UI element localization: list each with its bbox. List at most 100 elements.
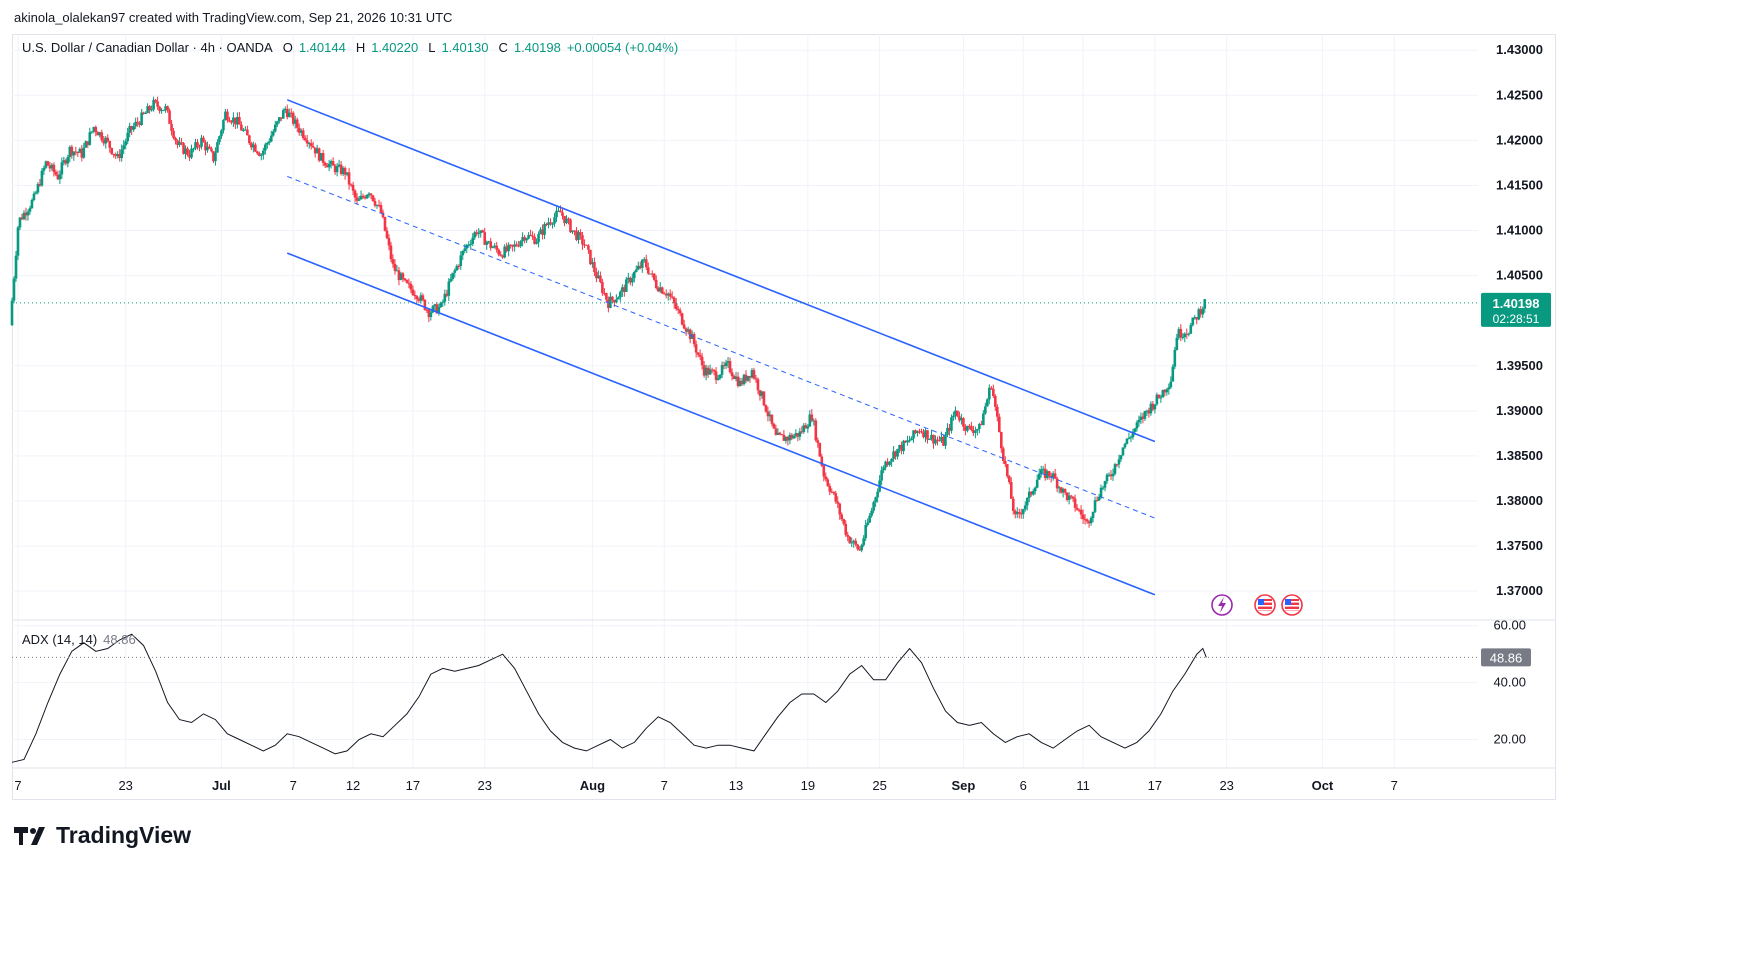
time-tick-label: 7 [1391, 778, 1398, 793]
candle-body [84, 141, 88, 148]
candle-body [182, 143, 185, 154]
candle-body [1131, 431, 1135, 438]
candle-body [980, 424, 983, 426]
time-tick-label: 7 [14, 778, 21, 793]
candle-body [940, 436, 943, 441]
candle-body [303, 138, 307, 141]
candle-body [66, 156, 70, 164]
candle-body [188, 154, 191, 158]
candle-body [136, 121, 139, 123]
candle-body [820, 456, 824, 466]
price-badge-countdown: 02:28:51 [1493, 312, 1540, 326]
candle-body [515, 244, 518, 246]
candle-body [367, 193, 371, 196]
candle-body [658, 287, 662, 292]
candle-body [674, 303, 678, 310]
candle-body [740, 380, 744, 385]
candle-body [1099, 487, 1103, 498]
adx-line [11, 633, 1207, 763]
candle-body [860, 545, 863, 551]
candle-body [513, 244, 516, 247]
low-value: 1.40130 [441, 40, 489, 55]
candle-body [86, 141, 90, 145]
price-tick-label: 1.38000 [1496, 493, 1543, 508]
candle-body [164, 106, 167, 110]
candle-body [1101, 487, 1105, 489]
adx-legend: ADX (14, 14) 48.86 [22, 632, 136, 647]
candle-body [714, 371, 718, 381]
candle-body [106, 137, 110, 142]
change-value: +0.00054 (+0.04%) [566, 40, 679, 55]
candle-body [317, 148, 321, 161]
candle-body [762, 391, 766, 406]
tradingview-logo[interactable]: TradingView [14, 822, 191, 849]
event-marker-us-1[interactable] [1254, 594, 1276, 616]
candle-body [788, 434, 792, 441]
candle-body [1159, 397, 1163, 399]
candle-body [642, 259, 646, 261]
candle-body [285, 108, 289, 118]
candle-body [443, 293, 447, 302]
candle-body [357, 199, 361, 201]
candle-body [463, 248, 467, 252]
candle-body [770, 414, 774, 424]
candle-body [698, 354, 702, 357]
grid-lines [12, 34, 1556, 769]
candle-body [148, 106, 151, 111]
candle-body [648, 273, 652, 275]
time-tick-label: 23 [118, 778, 132, 793]
candle-body [487, 241, 490, 243]
candle-body [266, 143, 269, 145]
candle-body [18, 217, 22, 228]
event-marker-us-2[interactable] [1281, 594, 1303, 616]
candle-body [706, 367, 710, 375]
candle-body [30, 200, 34, 209]
channel-middle-line [287, 175, 1156, 519]
candle-body [1171, 366, 1175, 382]
candle-body [373, 200, 377, 206]
candle-body [321, 153, 325, 163]
candle-body [1103, 481, 1107, 488]
candle-body [260, 154, 263, 156]
candle-body [1051, 473, 1055, 478]
candle-body [996, 406, 999, 417]
candle-body [267, 141, 271, 144]
candle-body [908, 440, 911, 442]
candle-body [152, 99, 155, 110]
candle-body [587, 245, 590, 250]
low-label: L [428, 40, 436, 55]
candle-body [108, 141, 112, 148]
candle-body [802, 425, 806, 432]
candle-body [886, 461, 889, 465]
candle-body [1173, 349, 1177, 367]
candle-body [776, 432, 780, 435]
candle-body [676, 309, 680, 311]
candle-body [754, 378, 758, 380]
symbol-name: U.S. Dollar / Canadian Dollar · 4h · OAN… [22, 40, 273, 55]
candle-body [792, 435, 796, 439]
candle-body [256, 151, 259, 154]
flag-stripe [1285, 601, 1299, 603]
candle-body [479, 230, 483, 234]
event-markers[interactable] [1211, 594, 1303, 616]
candle-body [1079, 509, 1083, 515]
candle-body [511, 244, 514, 247]
candle-body [1137, 419, 1141, 423]
candle-body [507, 244, 510, 252]
candle-body [1047, 471, 1051, 476]
candle-body [704, 367, 708, 376]
candle-body [1061, 488, 1065, 493]
event-marker-lightning[interactable] [1211, 594, 1233, 616]
candle-body [319, 153, 323, 161]
candle-body [68, 146, 72, 157]
price-badge [1481, 292, 1551, 327]
candle-body [876, 491, 879, 498]
candle-body [76, 152, 80, 154]
candle-body [379, 205, 383, 213]
candle-body [840, 514, 844, 520]
candle-body [938, 440, 941, 442]
candle-body [1071, 496, 1075, 499]
candle-body [503, 246, 506, 258]
candle-body [122, 145, 125, 150]
